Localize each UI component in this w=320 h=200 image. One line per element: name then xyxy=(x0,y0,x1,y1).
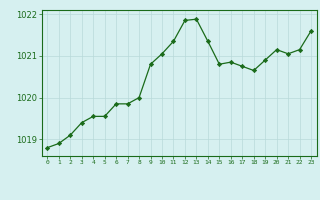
Text: Graphe pression niveau de la mer (hPa): Graphe pression niveau de la mer (hPa) xyxy=(59,183,261,192)
